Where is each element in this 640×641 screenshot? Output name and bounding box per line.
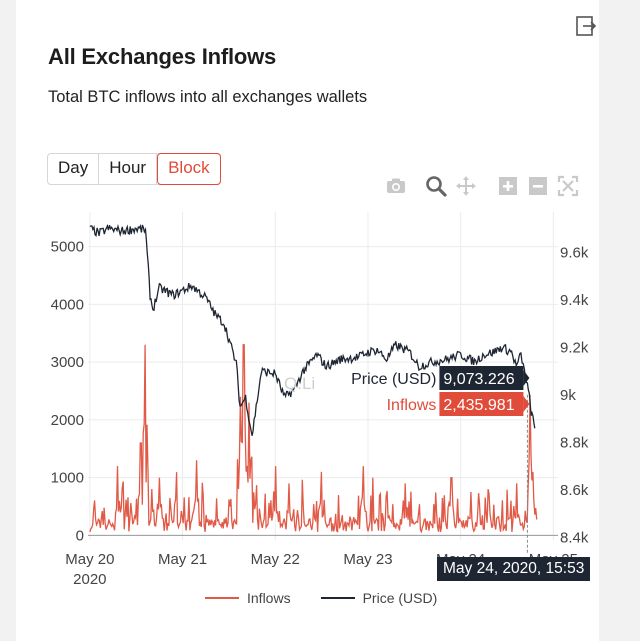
tooltip-inflows-label: Inflows (387, 397, 437, 414)
x-tick-label: May 20 (65, 551, 114, 568)
tooltip-price-label: Price (USD) (351, 371, 436, 388)
tooltip-price-box (439, 366, 524, 390)
legend-swatch-price (320, 597, 355, 599)
y-left-tick-label: 3000 (51, 354, 84, 371)
range-option-hour[interactable]: Hour (99, 154, 158, 184)
x-tick-label: May 21 (158, 551, 207, 568)
autoscale-icon[interactable] (557, 175, 579, 197)
y-left-tick-label: 4000 (51, 296, 84, 313)
legend-label-inflows: Inflows (247, 590, 291, 606)
svg-text:Q.Li: Q.Li (284, 374, 315, 393)
export-icon[interactable] (573, 14, 597, 38)
tooltip-price-value: 9,073.226 (443, 371, 514, 388)
chart-subtitle: Total BTC inflows into all exchanges wal… (48, 88, 368, 106)
tooltip-inflows-value: 2,435.981 (443, 397, 514, 414)
pan-icon[interactable] (455, 175, 477, 197)
x-tick-label: May 22 (251, 551, 300, 568)
chart-card (16, 0, 599, 641)
tooltip-pointer (523, 396, 530, 412)
camera-icon[interactable] (385, 175, 407, 197)
chart-grid (88, 212, 558, 540)
zoom-in-icon[interactable] (497, 175, 519, 197)
y-right-tick-label: 8.8k (560, 435, 589, 452)
range-option-day[interactable]: Day (48, 154, 100, 184)
y-left-tick-label: 2000 (51, 412, 84, 429)
zoom-icon[interactable] (425, 175, 447, 197)
inflows-series-line (89, 344, 538, 534)
legend-label-price: Price (USD) (362, 590, 438, 606)
tooltip-inflows-box (439, 392, 524, 416)
tooltip-date: May 24, 2020, 15:53 (437, 557, 591, 581)
price-series-line (89, 223, 536, 436)
legend-item-price[interactable]: Price (USD) (320, 590, 438, 606)
y-left-tick-label: 1000 (51, 470, 84, 487)
hover-layer: 9,073.226 Price (USD) 2,435.981 Inflows (351, 366, 530, 554)
tooltip-pointer (523, 370, 530, 386)
watermark: Q.Li (284, 374, 315, 393)
x-tick-sublabel: 2020 (73, 571, 106, 588)
chart-modebar (383, 175, 583, 199)
x-tick-label: May 23 (343, 551, 392, 568)
y-left-tick-label: 0 (76, 527, 84, 544)
y-right-tick-label: 8.6k (560, 482, 589, 499)
legend-item-inflows[interactable]: Inflows (205, 590, 291, 606)
chart-legend: Inflows Price (USD) (205, 590, 437, 606)
y-left-tick-label: 5000 (51, 239, 84, 256)
y-right-tick-label: 9.2k (560, 339, 589, 356)
range-selector: Day Hour Block (47, 153, 221, 185)
legend-swatch-inflows (205, 597, 239, 599)
y-right-tick-label: 9.6k (560, 244, 589, 261)
y-right-tick-label: 9.4k (560, 292, 589, 309)
zoom-out-icon[interactable] (527, 175, 549, 197)
chart-title: All Exchanges Inflows (48, 44, 277, 69)
y-right-tick-label: 8.4k (560, 530, 589, 547)
range-option-block[interactable]: Block (157, 153, 221, 185)
y-right-tick-label: 9k (560, 387, 576, 404)
